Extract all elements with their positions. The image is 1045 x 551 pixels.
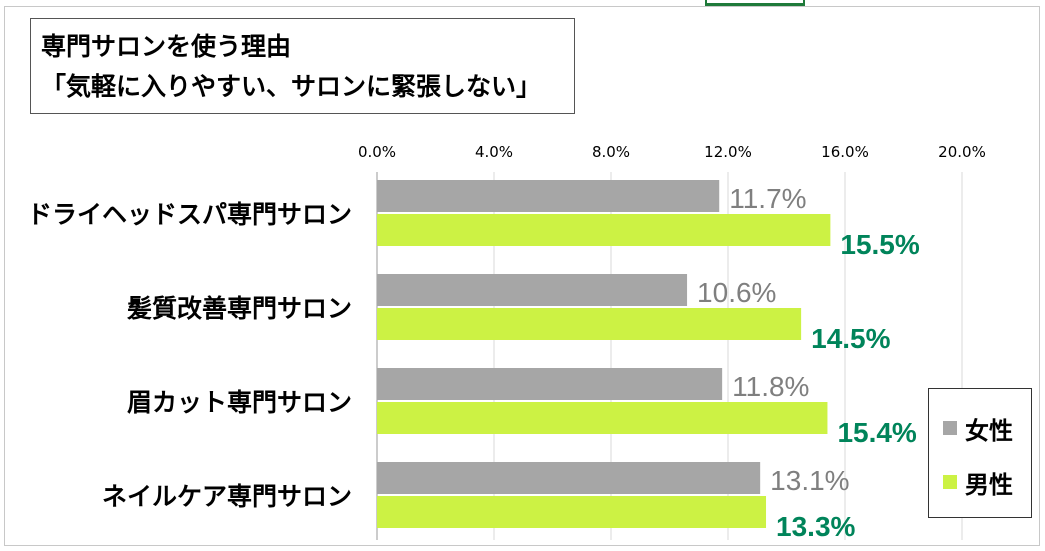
chart-frame	[4, 6, 1040, 546]
x-tick-label: 8.0%	[592, 143, 630, 161]
legend-item-female: 女性	[943, 413, 1013, 445]
x-tick-label: 12.0%	[704, 143, 752, 161]
x-tick-label: 0.0%	[358, 143, 396, 161]
title-box: 専門サロンを使う理由 「気軽に入りやすい、サロンに緊張しない」	[30, 18, 575, 114]
x-tick-label: 20.0%	[938, 143, 986, 161]
x-tick-label: 4.0%	[475, 143, 513, 161]
legend-label-female: 女性	[965, 416, 1013, 445]
bar	[377, 496, 767, 528]
legend: 女性 男性	[928, 388, 1032, 518]
data-label: 13.1%	[770, 465, 849, 496]
bar	[377, 274, 688, 306]
bar	[377, 402, 828, 434]
bar	[377, 308, 802, 340]
chart-subtitle: 「気軽に入りやすい、サロンに緊張しない」	[41, 72, 542, 101]
bar	[377, 462, 761, 494]
data-label: 11.8%	[732, 371, 809, 402]
x-tick-label: 16.0%	[821, 143, 869, 161]
bar	[377, 214, 831, 246]
bar	[377, 180, 720, 212]
decorative-tab	[705, 0, 805, 6]
data-label: 10.6%	[697, 277, 776, 308]
category-label: 髪質改善専門サロン	[126, 294, 352, 323]
data-label: 13.3%	[776, 511, 855, 542]
legend-item-male: 男性	[943, 467, 1013, 499]
category-label: ネイルケア専門サロン	[102, 482, 352, 511]
data-label: 14.5%	[811, 323, 890, 354]
data-label: 11.7%	[729, 183, 806, 214]
legend-swatch-male	[943, 475, 957, 489]
bar	[377, 368, 723, 400]
chart-title: 専門サロンを使う理由	[41, 32, 292, 61]
category-label: 眉カット専門サロン	[127, 388, 352, 417]
data-label: 15.5%	[840, 229, 919, 260]
legend-swatch-female	[943, 421, 957, 435]
data-label: 15.4%	[837, 417, 916, 448]
legend-label-male: 男性	[965, 470, 1013, 499]
category-label: ドライヘッドスパ専門サロン	[27, 200, 352, 229]
